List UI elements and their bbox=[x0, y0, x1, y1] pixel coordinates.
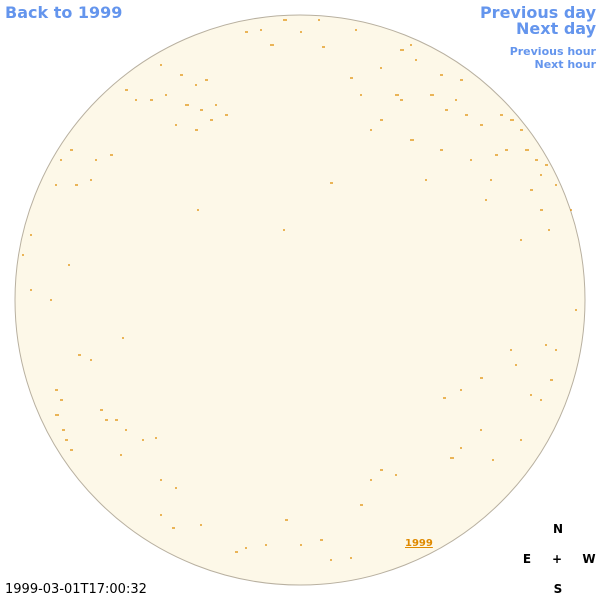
timestamp: 1999-03-01T17:00:32 bbox=[5, 582, 147, 597]
previous-hour-link[interactable]: Previous hour bbox=[509, 45, 596, 58]
next-day-link[interactable]: Next day bbox=[516, 19, 596, 38]
back-link[interactable]: Back to 1999 bbox=[5, 3, 123, 22]
next-hour-link[interactable]: Next hour bbox=[534, 58, 597, 71]
compass-west: W bbox=[582, 552, 596, 566]
region-marks bbox=[22, 19, 577, 561]
previous-day-link[interactable]: Previous day bbox=[479, 3, 596, 22]
compass-south: S bbox=[553, 582, 563, 596]
compass-east: E bbox=[522, 552, 532, 566]
year-link[interactable]: 1999 bbox=[405, 538, 433, 549]
compass-north: N bbox=[552, 522, 564, 536]
compass-center: + bbox=[551, 552, 563, 566]
solar-disk bbox=[14, 14, 586, 586]
